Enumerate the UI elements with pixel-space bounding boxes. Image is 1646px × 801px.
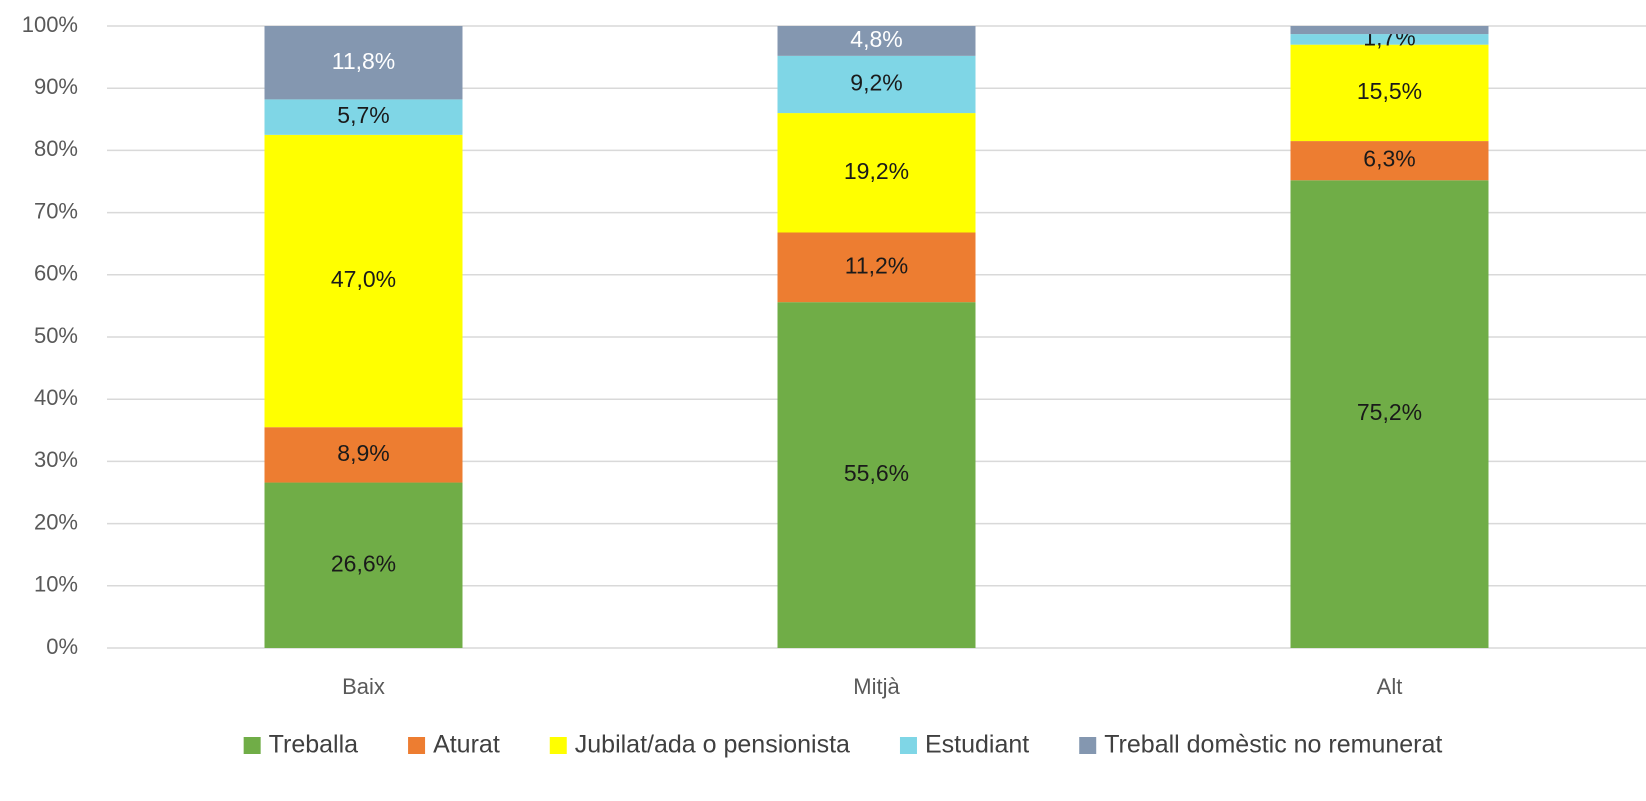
x-tick-label: Baix [342,674,385,699]
legend-label: Estudiant [925,731,1029,759]
bar-segment [1290,26,1489,35]
bar-segment [777,302,976,648]
value-label: 55,6% [844,460,909,486]
value-label: 75,2% [1357,399,1422,425]
legend-swatch [243,737,261,754]
y-tick-label: 90% [34,74,78,99]
value-label: 19,2% [844,158,909,184]
bar-segment [777,55,976,114]
value-label: 11,2% [845,252,909,278]
legend-label: Treball domèstic no remunerat [1104,731,1442,759]
x-tick-label: Mitjà [853,674,900,699]
legend-swatch [1079,737,1097,754]
legend-swatch [899,737,917,754]
legend-swatch [549,737,567,754]
x-tick-label: Alt [1377,674,1403,699]
bar-segment [264,427,463,483]
bar-segment [777,26,976,56]
y-tick-label: 100% [22,12,78,37]
bar-segment [264,482,463,648]
y-tick-label: 10% [34,572,78,597]
value-label: 8,9% [337,440,389,466]
legend-swatch [408,737,426,754]
legend-label: Jubilat/ada o pensionista [575,731,850,759]
value-label: 47,0% [331,266,396,292]
value-label: 4,8% [850,26,902,52]
y-tick-label: 0% [46,634,78,659]
y-tick-label: 40% [34,385,78,410]
bar-segment [264,99,463,135]
bar-segment [1290,180,1489,649]
value-label: 5,7% [337,102,389,128]
bar-segment [1290,44,1489,142]
y-tick-label: 80% [34,136,78,161]
value-label: 26,6% [331,550,396,576]
y-tick-label: 60% [34,261,78,286]
value-label: 15,5% [1357,78,1422,104]
bar-segment [777,113,976,233]
legend-label: Aturat [433,731,500,759]
value-label: 11,8% [332,48,396,74]
legend-label: Treballa [269,731,358,759]
bar-segment [1290,34,1489,45]
y-tick-label: 50% [34,323,78,348]
y-tick-label: 20% [34,509,78,534]
value-label: 6,3% [1363,146,1415,172]
bar-segment [777,232,976,303]
y-tick-label: 70% [34,198,78,223]
y-tick-label: 30% [34,447,78,472]
bar-segment [264,134,463,428]
bar-segment [264,26,463,100]
bar-segment [1290,141,1489,181]
value-label: 9,2% [850,70,902,96]
